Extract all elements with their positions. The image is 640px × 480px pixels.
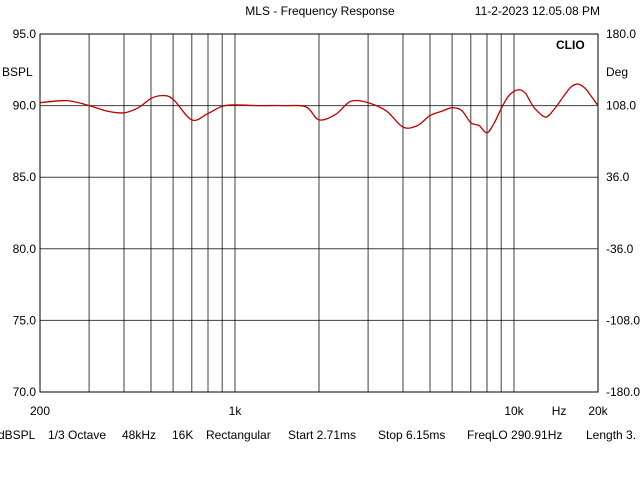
vertical-grid — [88, 34, 515, 392]
footer-freq-lo: FreqLO 290.91Hz — [467, 428, 563, 442]
right-tick-label: -36.0 — [606, 242, 634, 256]
left-tick-label: 90.0 — [13, 99, 37, 113]
footer-smoothing: 1/3 Octave — [48, 428, 107, 442]
chart-title: MLS - Frequency Response — [245, 4, 395, 18]
left-tick-label: 80.0 — [13, 242, 37, 256]
plot-frame — [39, 33, 599, 393]
right-tick-label: 108.0 — [606, 99, 636, 113]
x-tick-label: 1k — [229, 404, 243, 418]
series-layer — [39, 83, 599, 134]
left-tick-label: 75.0 — [13, 313, 37, 327]
left-tick-label: 70.0 — [13, 385, 37, 399]
right-axis-label: Deg — [606, 65, 628, 79]
right-tick-label: -108.0 — [606, 313, 640, 327]
horizontal-grid — [40, 105, 598, 321]
x-tick-label: 200 — [30, 404, 50, 418]
clio-brand: CLIO — [556, 38, 585, 52]
axis-labels: 95.0 90.0 85.0 80.0 75.0 70.0 180.0 108.0 36.0 -3… — [2, 27, 640, 418]
footer-stop: Stop 6.15ms — [378, 428, 446, 442]
timestamp: 11-2-2023 12.05.08 PM — [474, 4, 600, 18]
footer-unit: dBSPL — [0, 428, 36, 442]
footer-start: Start 2.71ms — [288, 428, 357, 442]
footer-sample-rate: 48kHz — [122, 428, 157, 442]
footer-params: dBSPL 1/3 Octave 48kHz 16K Rectangular S… — [0, 428, 640, 444]
x-tick-label: 10k — [504, 404, 524, 418]
spl-curve — [39, 83, 599, 134]
x-unit-label: Hz — [552, 404, 567, 418]
left-axis-label: BSPL — [2, 65, 33, 79]
right-tick-label: 36.0 — [606, 170, 630, 184]
footer-window: Rectangular — [206, 428, 271, 442]
right-tick-label: 180.0 — [606, 27, 636, 41]
left-tick-label: 95.0 — [13, 27, 37, 41]
right-tick-label: -180.0 — [606, 385, 640, 399]
left-tick-label: 85.0 — [13, 170, 37, 184]
footer-fft-size: 16K — [172, 428, 194, 442]
footer-length: Length 3. — [586, 428, 637, 442]
x-tick-label: 20k — [588, 404, 608, 418]
